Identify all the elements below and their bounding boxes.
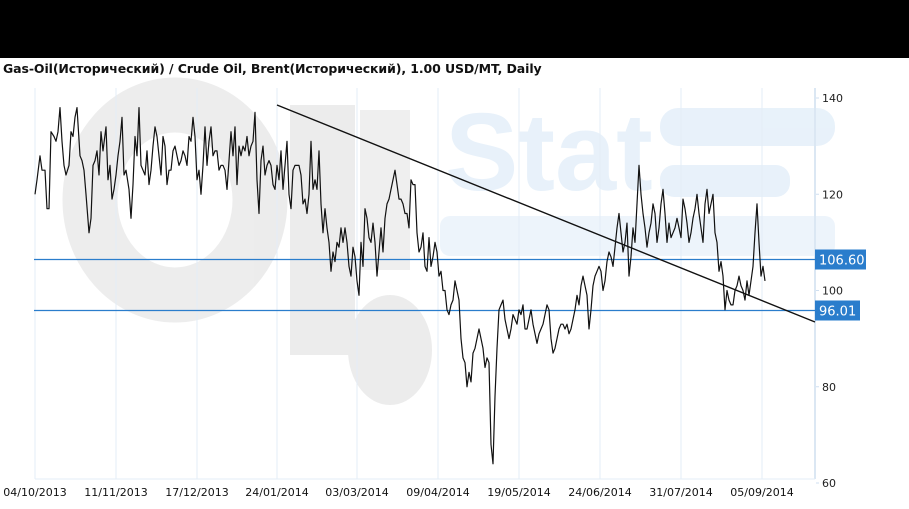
x-tick-label: 17/12/2013 — [165, 486, 228, 499]
price-series-line — [34, 106, 766, 465]
x-tick-label: 03/03/2014 — [325, 486, 388, 499]
level-tags: 106.60 96.01 — [815, 249, 866, 321]
x-tick-label: 11/11/2013 — [84, 486, 147, 499]
x-tick-label: 31/07/2014 — [649, 486, 712, 499]
level-tag: 96.01 — [815, 300, 860, 321]
x-tick-label: 24/01/2014 — [245, 486, 308, 499]
y-tick-label: 120 — [822, 188, 843, 201]
y-axis-labels: 140 120 100 80 60 — [816, 92, 843, 490]
level-tag-label: 96.01 — [819, 305, 856, 320]
y-tick-label: 140 — [822, 92, 843, 105]
watermark-stat-text: Stat — [445, 91, 653, 214]
trendline[interactable] — [276, 104, 816, 323]
top-black-bar — [0, 0, 909, 58]
x-tick-label: 04/10/2013 — [3, 486, 66, 499]
x-tick-label: 09/04/2014 — [406, 486, 469, 499]
level-tag: 106.60 — [815, 249, 866, 270]
y-tick-label: 80 — [822, 381, 836, 394]
x-tick-label: 19/05/2014 — [487, 486, 550, 499]
x-tick-label: 05/09/2014 — [730, 486, 793, 499]
level-tag-label: 106.60 — [819, 254, 865, 269]
chart-title: Gas-Oil(Исторический) / Crude Oil, Brent… — [3, 61, 542, 76]
x-tick-label: 24/06/2014 — [568, 486, 631, 499]
y-tick-label: 100 — [822, 285, 843, 298]
x-axis-labels: 04/10/2013 11/11/2013 17/12/2013 24/01/2014… — [3, 486, 793, 499]
y-tick-label: 60 — [822, 477, 836, 490]
